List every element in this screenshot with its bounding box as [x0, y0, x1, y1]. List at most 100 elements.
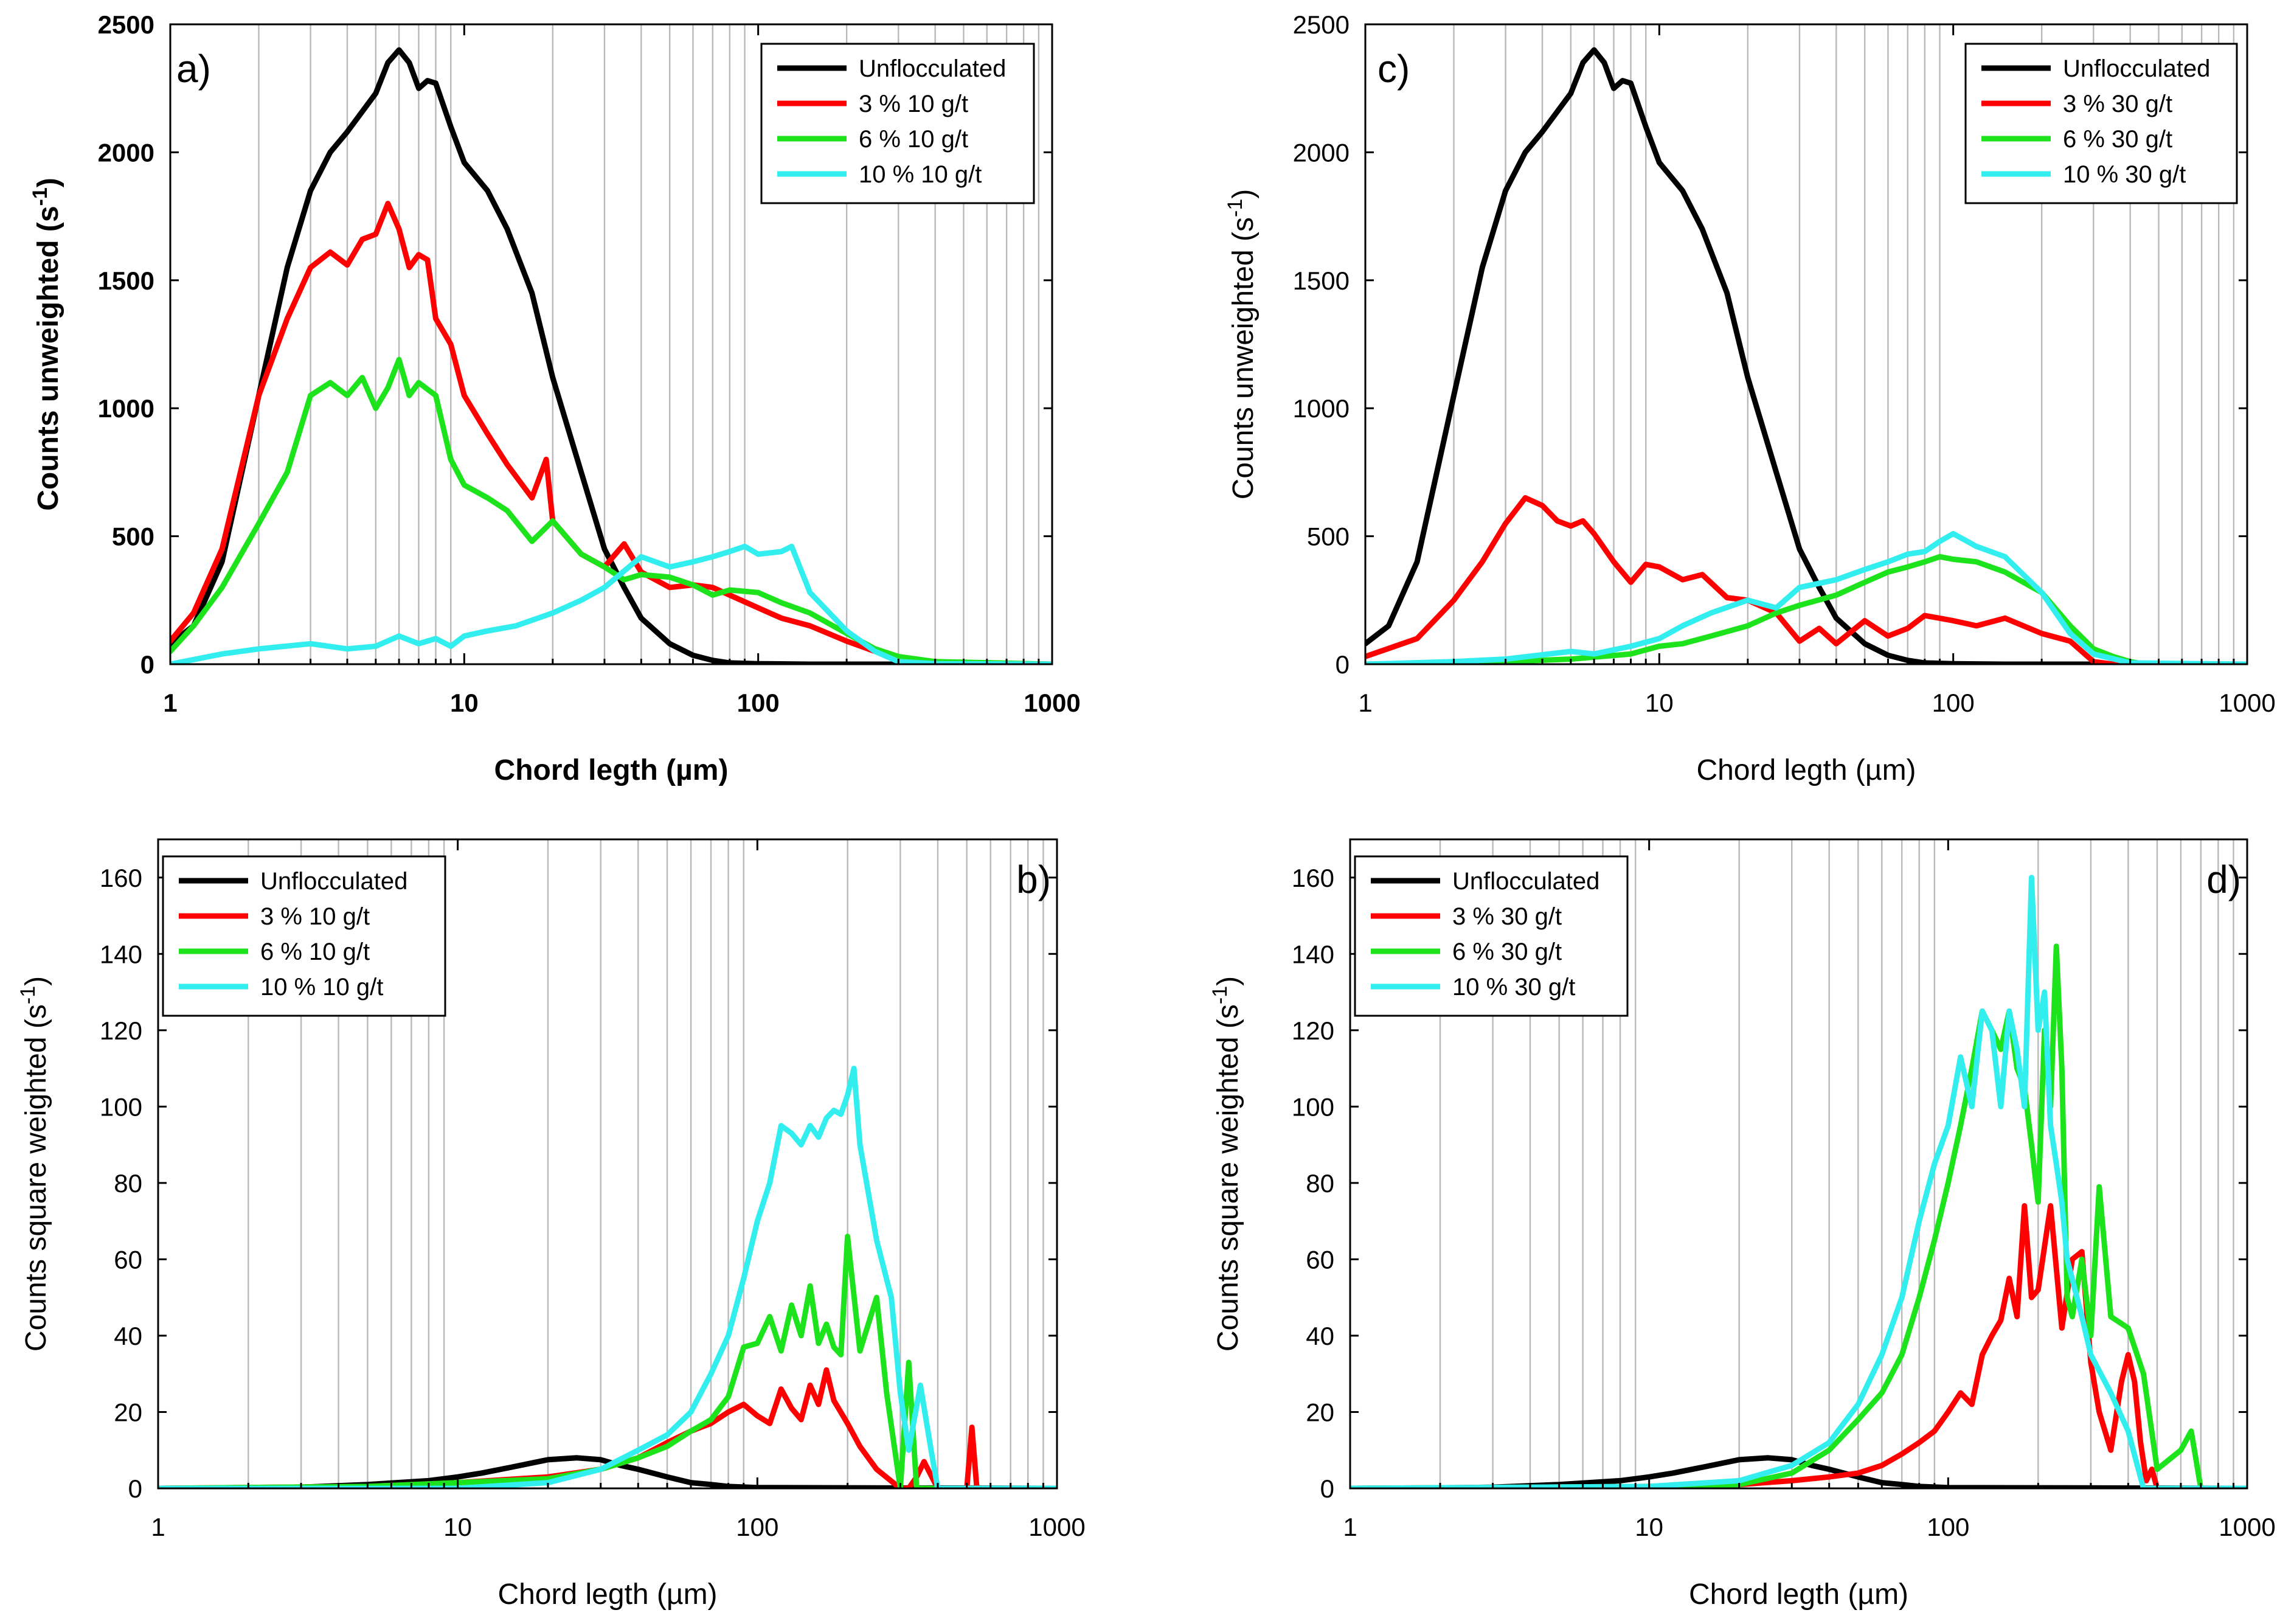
- y-tick-label: 160: [1292, 864, 1334, 892]
- x-tick-label: 1: [1343, 1513, 1357, 1541]
- x-tick-label: 1000: [1028, 1513, 1085, 1541]
- legend-label-10-10-g-t: 10 % 10 g/t: [260, 974, 383, 1001]
- y-tick-label: 60: [114, 1245, 142, 1274]
- series-line-10-10-g-t: [170, 543, 1052, 664]
- y-tick-label: 20: [114, 1398, 142, 1426]
- y-tick-label: 40: [114, 1322, 142, 1350]
- series-group: [1365, 47, 2247, 664]
- y-tick-label: 80: [114, 1169, 142, 1198]
- x-tick-label: 10: [1635, 1513, 1663, 1541]
- series-line-3-10-g-t: [170, 201, 1052, 664]
- y-axis-title: Counts unweighted (s-1): [1224, 189, 1260, 500]
- plot-frame: [169, 23, 1053, 665]
- series-line-10-30-g-t: [1365, 530, 2247, 664]
- legend-label-3-30-g-t: 3 % 30 g/t: [2063, 91, 2172, 117]
- y-tick-label: 40: [1306, 1322, 1334, 1350]
- y-tick-label: 1500: [1293, 266, 1350, 295]
- y-tick-label: 120: [100, 1016, 142, 1045]
- x-tick-label: 100: [1927, 1513, 1969, 1541]
- y-tick-label: 1000: [1293, 394, 1350, 423]
- y-tick-label: 100: [1292, 1092, 1334, 1121]
- series-line-6-30-g-t: [1365, 553, 2247, 664]
- series-line-6-10-g-t: [158, 1234, 1057, 1488]
- panel-letter: d): [2206, 858, 2241, 901]
- x-axis-title: Chord legth (µm): [1689, 1578, 1908, 1611]
- y-tick-label: 2500: [98, 10, 154, 39]
- panel-d: 0 20 40 60 80 100 120 140 160 1 10 100 1000 Chord leg…: [1208, 838, 2276, 1611]
- series-line-10-10-g-t: [158, 1066, 1057, 1488]
- y-tick-label: 1000: [98, 394, 154, 423]
- legend-label-6-30-g-t: 6 % 30 g/t: [1452, 939, 1562, 965]
- plot-frame: [157, 838, 1058, 1490]
- legend-label-6-10-g-t: 6 % 10 g/t: [260, 939, 370, 965]
- y-axis-title: Counts square weighted (s-1): [16, 976, 52, 1352]
- x-tick-label: 100: [737, 689, 780, 717]
- series-line-6-30-g-t: [1350, 943, 2247, 1488]
- panel-letter: c): [1377, 47, 1410, 91]
- series-group: [170, 47, 1052, 664]
- x-axis-title: Chord legth (µm): [494, 754, 729, 786]
- y-tick-label: 500: [112, 522, 154, 551]
- plot-frame: [1364, 23, 2248, 665]
- y-tick-label: 120: [1292, 1016, 1334, 1045]
- series-line-unflocculated: [1365, 47, 2247, 664]
- legend: Unflocculated 3 % 30 g/t 6 % 30 g/t 10 % 30…: [1354, 855, 1629, 1017]
- panel-letter: b): [1016, 858, 1051, 901]
- legend-label-6-10-g-t: 6 % 10 g/t: [859, 126, 968, 153]
- panel-letter: a): [176, 47, 211, 91]
- panel-a: 0 500 1000 1500 2000 2500 1 10 100 1000 Chord legt…: [29, 10, 1081, 786]
- legend-label-6-30-g-t: 6 % 30 g/t: [2063, 126, 2172, 153]
- y-tick-label: 0: [1336, 650, 1350, 679]
- legend: Unflocculated 3 % 10 g/t 6 % 10 g/t 10 % 10…: [760, 43, 1035, 204]
- y-axis-title: Counts square weighted (s-1): [1208, 976, 1244, 1352]
- legend-label-3-10-g-t: 3 % 10 g/t: [260, 903, 370, 930]
- y-tick-label: 0: [140, 650, 154, 679]
- x-tick-label: 1000: [1024, 689, 1080, 717]
- legend-label-10-10-g-t: 10 % 10 g/t: [859, 161, 982, 188]
- x-axis-title: Chord legth (µm): [1696, 754, 1916, 786]
- x-tick-label: 1: [151, 1513, 165, 1541]
- y-tick-label: 2500: [1293, 10, 1350, 39]
- y-tick-label: 80: [1306, 1169, 1334, 1198]
- y-tick-label: 2000: [98, 138, 154, 167]
- x-tick-label: 1: [1358, 689, 1372, 717]
- x-tick-label: 1000: [2219, 689, 2275, 717]
- y-tick-label: 140: [100, 940, 142, 968]
- legend-label-3-30-g-t: 3 % 30 g/t: [1452, 903, 1562, 930]
- legend-label-10-30-g-t: 10 % 30 g/t: [1452, 974, 1575, 1001]
- y-tick-label: 500: [1307, 522, 1350, 551]
- x-tick-label: 1000: [2219, 1513, 2275, 1541]
- y-tick-label: 2000: [1293, 138, 1350, 167]
- y-tick-label: 0: [1320, 1474, 1334, 1503]
- series-line-10-30-g-t: [1350, 875, 2247, 1488]
- series-line-3-30-g-t: [1350, 1203, 2247, 1488]
- x-tick-label: 100: [736, 1513, 778, 1541]
- series-line-unflocculated: [170, 47, 1052, 664]
- panel-b: 0 20 40 60 80 100 120 140 160 1 10 100 1000 Chord leg…: [16, 838, 1086, 1611]
- y-tick-label: 0: [128, 1474, 142, 1503]
- y-tick-label: 160: [100, 864, 142, 892]
- series-line-6-10-g-t: [170, 356, 1052, 664]
- legend-label-unflocculated: Unflocculated: [260, 868, 407, 895]
- x-tick-label: 100: [1932, 689, 1975, 717]
- legend-label-unflocculated: Unflocculated: [2063, 55, 2210, 82]
- legend-label-unflocculated: Unflocculated: [1452, 868, 1599, 895]
- y-tick-label: 100: [100, 1092, 142, 1121]
- y-tick-label: 60: [1306, 1245, 1334, 1274]
- x-tick-label: 1: [163, 689, 177, 717]
- x-tick-label: 10: [450, 689, 479, 717]
- legend-label-3-10-g-t: 3 % 10 g/t: [859, 91, 968, 117]
- y-tick-label: 20: [1306, 1398, 1334, 1426]
- y-axis-title: Counts unweighted (s-1): [29, 178, 64, 511]
- series-line-3-30-g-t: [1365, 495, 2247, 664]
- legend-label-10-30-g-t: 10 % 30 g/t: [2063, 161, 2186, 188]
- x-tick-label: 10: [1645, 689, 1674, 717]
- legend: Unflocculated 3 % 10 g/t 6 % 10 g/t 10 % 10…: [162, 855, 446, 1017]
- panel-c: 0 500 1000 1500 2000 2500 1 10 100 1000 Chord legt…: [1224, 10, 2276, 786]
- legend-label-unflocculated: Unflocculated: [859, 55, 1006, 82]
- y-tick-label: 140: [1292, 940, 1334, 968]
- y-tick-label: 1500: [98, 266, 154, 295]
- x-tick-label: 10: [443, 1513, 472, 1541]
- x-axis-title: Chord legth (µm): [497, 1578, 717, 1611]
